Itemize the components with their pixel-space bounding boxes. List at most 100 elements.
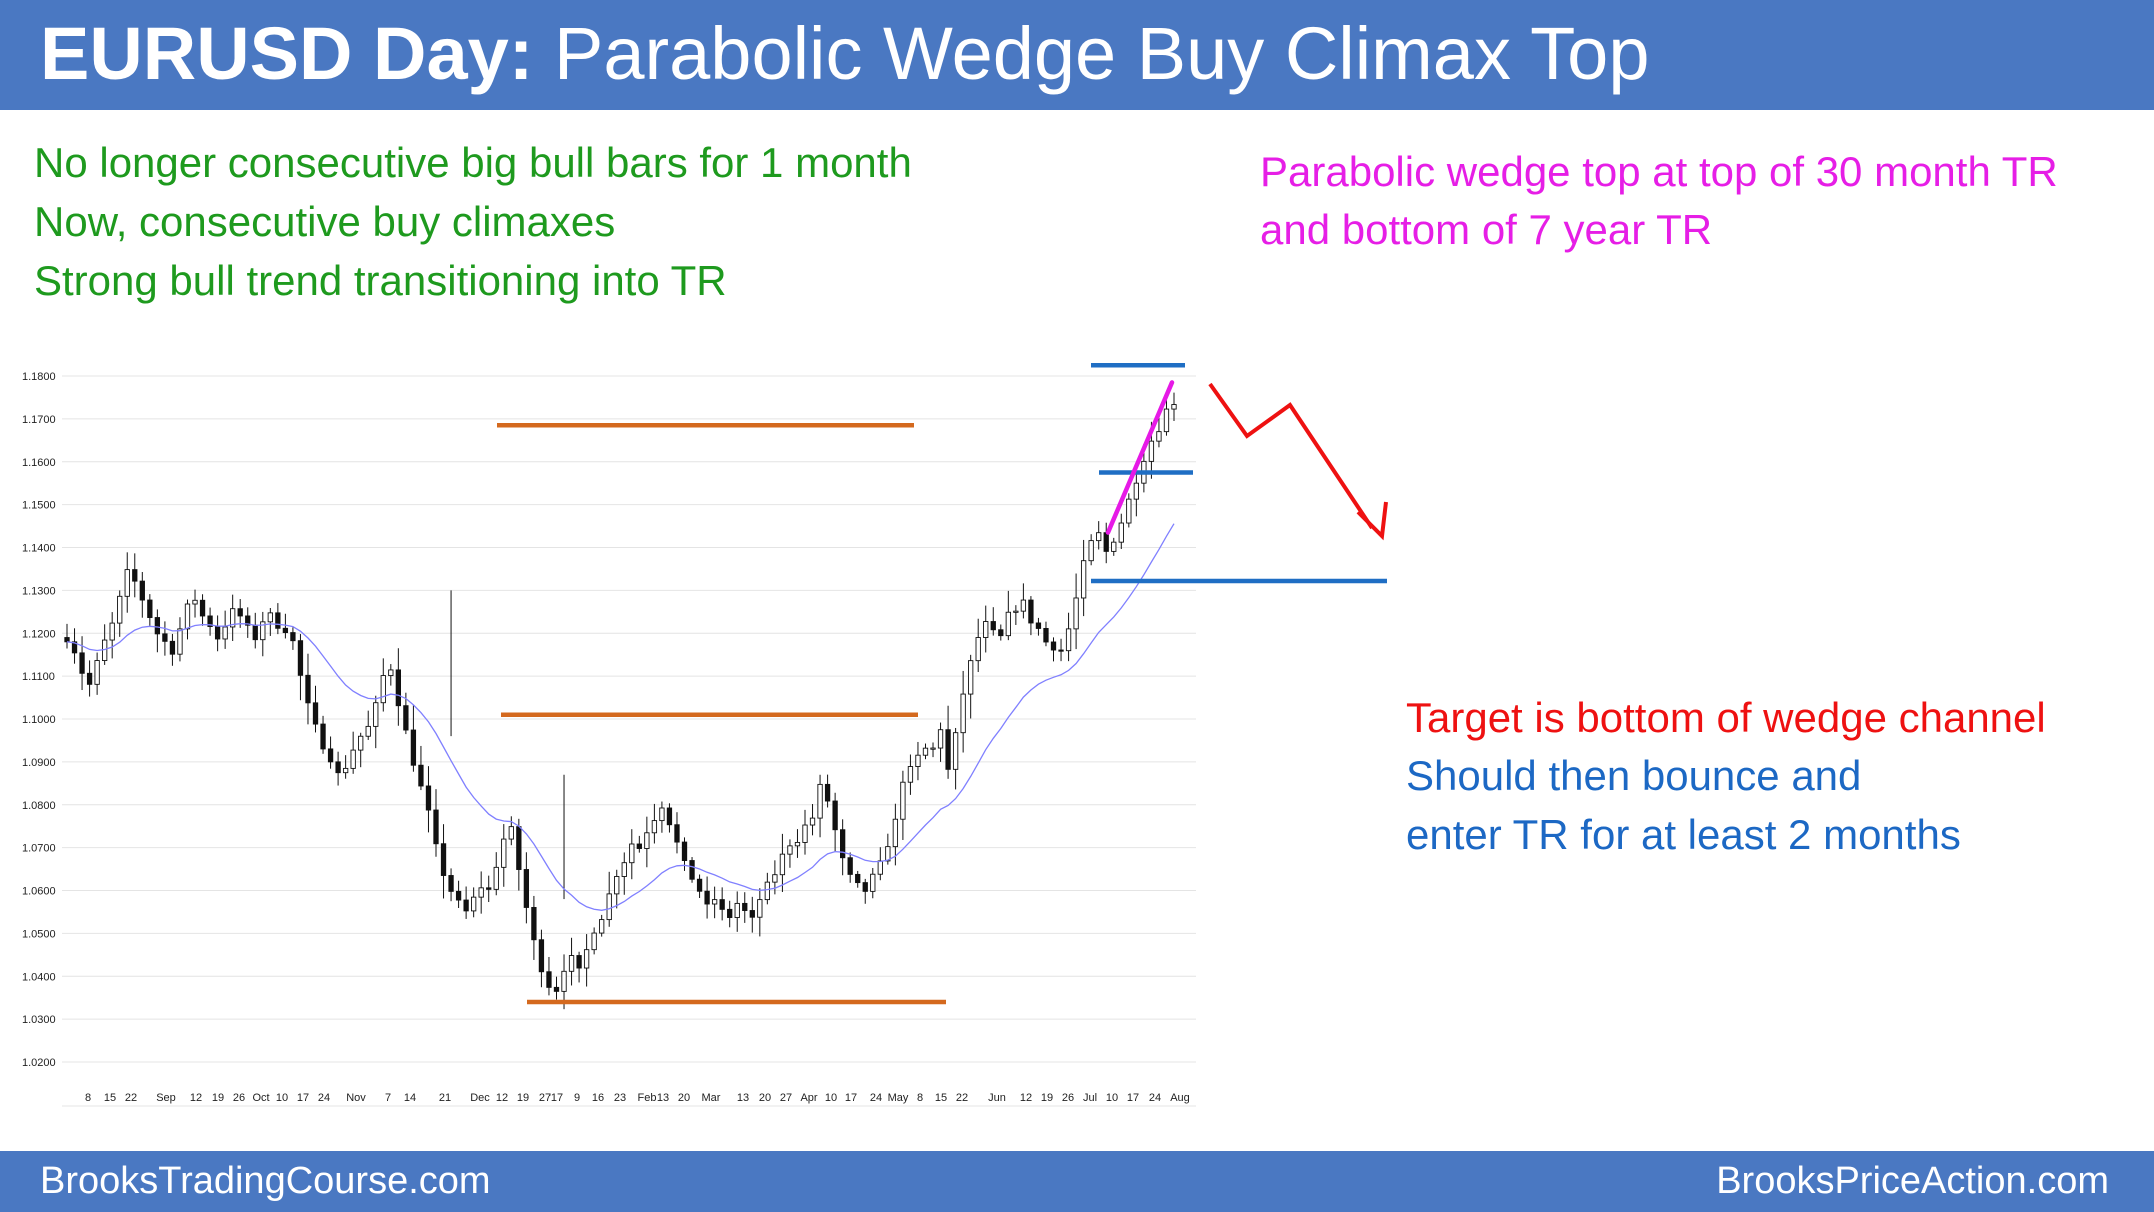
candle-body [915, 754, 921, 767]
note-green-3: Strong bull trend transitioning into TR [34, 257, 727, 304]
candle-body [418, 764, 424, 787]
candle-body [930, 747, 936, 750]
y-tick-label: 1.1000 [22, 714, 56, 726]
candle-body [952, 732, 959, 770]
candle-body [606, 893, 612, 921]
x-tick-label: 10 [1106, 1092, 1118, 1104]
candle-body [282, 627, 289, 634]
candle-body [1028, 599, 1034, 624]
candle-body [275, 612, 281, 629]
y-tick-label: 1.0600 [22, 886, 56, 898]
candle-body [840, 829, 846, 859]
candle-body [614, 876, 620, 895]
candle-body [493, 866, 499, 890]
candle-body [184, 603, 191, 630]
candle-body [1088, 540, 1094, 562]
chart-grid [62, 375, 1196, 1107]
candle-body [794, 841, 801, 847]
candle-body [350, 749, 356, 769]
candle-body [681, 841, 688, 861]
x-tick-label: 20 [678, 1092, 690, 1104]
title-instrument: EURUSD Day: [40, 12, 534, 95]
page-title: EURUSD Day: Parabolic Wedge Buy Climax T… [40, 6, 1649, 102]
candle-body [290, 632, 296, 642]
y-tick-label: 1.1400 [22, 543, 56, 555]
x-tick-label: Dec [470, 1092, 490, 1104]
candle-body [629, 843, 635, 864]
candle-body [975, 637, 981, 662]
projection-arrow-line [1208, 382, 1374, 530]
x-tick-label: 17 [297, 1092, 309, 1104]
candle-body [1156, 431, 1162, 442]
x-tick-label: 19 [212, 1092, 224, 1104]
chart-annotations [497, 363, 1388, 1005]
candle-body [892, 818, 899, 848]
candle-body [742, 902, 748, 911]
x-tick-label: 22 [125, 1092, 137, 1104]
x-tick-label: 15 [935, 1092, 947, 1104]
y-tick-label: 1.1800 [22, 371, 56, 383]
candle-body [267, 612, 273, 623]
candle-body [1050, 641, 1057, 651]
candle-body [1096, 532, 1102, 542]
candle-body [990, 621, 996, 631]
candle-body [922, 747, 929, 756]
candle-body [448, 875, 454, 892]
candle-body [523, 869, 530, 908]
x-tick-label: 13 [737, 1092, 749, 1104]
candle-body [1111, 541, 1117, 552]
candle-body [388, 669, 394, 677]
x-tick-label: 12 [190, 1092, 202, 1104]
x-tick-label: Sep [156, 1092, 176, 1104]
candle-body [666, 807, 673, 826]
x-tick-label: 10 [825, 1092, 837, 1104]
candle-body [109, 622, 115, 641]
candle-body [463, 899, 469, 912]
footer-left-site: BrooksTradingCourse.com [40, 1160, 491, 1202]
candle-body [410, 729, 417, 766]
candle-body [824, 783, 831, 802]
candle-body [787, 845, 793, 855]
x-tick-label: 15 [104, 1092, 116, 1104]
x-tick-label: 24 [870, 1092, 882, 1104]
candle-body [877, 860, 883, 875]
candle-body [335, 761, 341, 774]
candle-body [855, 873, 861, 884]
candle-body [719, 899, 725, 910]
title-bar: EURUSD Day: Parabolic Wedge Buy Climax T… [0, 0, 2154, 110]
candle-body [576, 955, 582, 969]
candle-body [214, 626, 221, 640]
candle-body [704, 890, 710, 905]
x-tick-label: 27 [780, 1092, 792, 1104]
candle-body [237, 608, 243, 617]
x-tick-label: 24 [318, 1092, 330, 1104]
candle-body [297, 640, 304, 676]
candle-body [621, 862, 627, 877]
candle-body [531, 907, 537, 941]
candle-body [734, 902, 740, 918]
y-tick-label: 1.1600 [22, 457, 56, 469]
candle-body [139, 580, 145, 601]
candle-body [832, 800, 838, 831]
candle-body [1163, 408, 1170, 433]
candle-body [945, 729, 951, 770]
x-tick-label: 10 [276, 1092, 288, 1104]
candle-body [1043, 628, 1049, 643]
candle-body [455, 890, 462, 901]
x-tick-label: Jun [988, 1092, 1006, 1104]
candle-body [395, 669, 401, 707]
candle-body [1013, 610, 1019, 613]
note-magenta-1: Parabolic wedge top at top of 30 month T… [1260, 148, 2058, 195]
candle-body [147, 599, 153, 618]
x-tick-label: 8 [85, 1092, 91, 1104]
candle-body [252, 624, 258, 641]
x-tick-label: 12 [496, 1092, 508, 1104]
candle-body [124, 569, 130, 597]
note-magenta-2: and bottom of 7 year TR [1260, 206, 1713, 253]
title-description: Parabolic Wedge Buy Climax Top [533, 12, 1650, 95]
candle-body [207, 615, 213, 627]
candle-body [546, 971, 552, 988]
x-tick-label: 20 [759, 1092, 771, 1104]
y-tick-label: 1.0900 [22, 757, 56, 769]
